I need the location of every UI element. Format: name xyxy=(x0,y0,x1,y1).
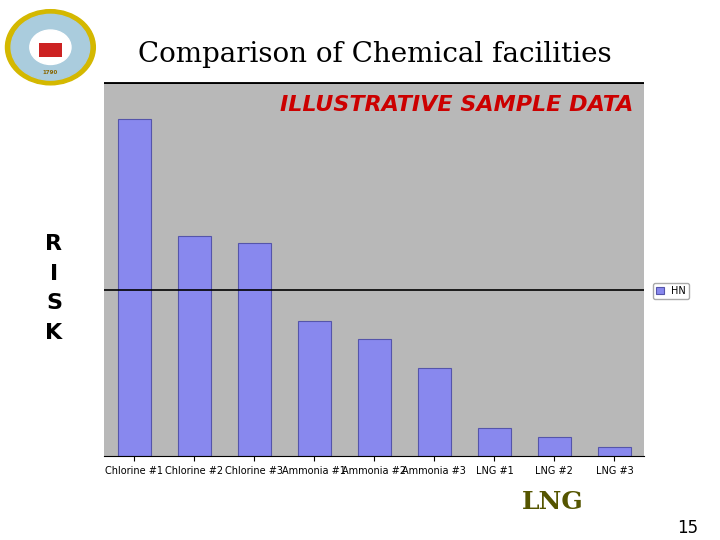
Text: 15: 15 xyxy=(678,519,698,537)
Text: Chlorine: Chlorine xyxy=(132,490,253,514)
Circle shape xyxy=(6,10,95,85)
Bar xyxy=(358,339,391,456)
Legend: HN: HN xyxy=(653,283,689,299)
Text: ILLUSTRATIVE SAMPLE DATA: ILLUSTRATIVE SAMPLE DATA xyxy=(280,95,634,115)
Text: K: K xyxy=(45,323,63,343)
Text: R: R xyxy=(45,234,63,254)
FancyBboxPatch shape xyxy=(39,43,62,57)
Bar xyxy=(478,428,511,456)
Circle shape xyxy=(11,15,90,80)
Circle shape xyxy=(30,30,71,64)
Text: 1790: 1790 xyxy=(42,70,58,75)
Text: LNG: LNG xyxy=(522,490,584,514)
Text: Comparison of Chemical facilities: Comparison of Chemical facilities xyxy=(138,41,611,68)
Bar xyxy=(298,321,331,456)
Text: Ammonia: Ammonia xyxy=(307,490,439,514)
Bar xyxy=(538,437,571,456)
Bar xyxy=(118,119,151,456)
Bar xyxy=(598,448,631,456)
Text: I: I xyxy=(50,264,58,284)
Bar xyxy=(238,244,271,456)
Bar xyxy=(178,237,211,456)
Bar xyxy=(418,368,451,456)
Text: S: S xyxy=(46,293,62,314)
